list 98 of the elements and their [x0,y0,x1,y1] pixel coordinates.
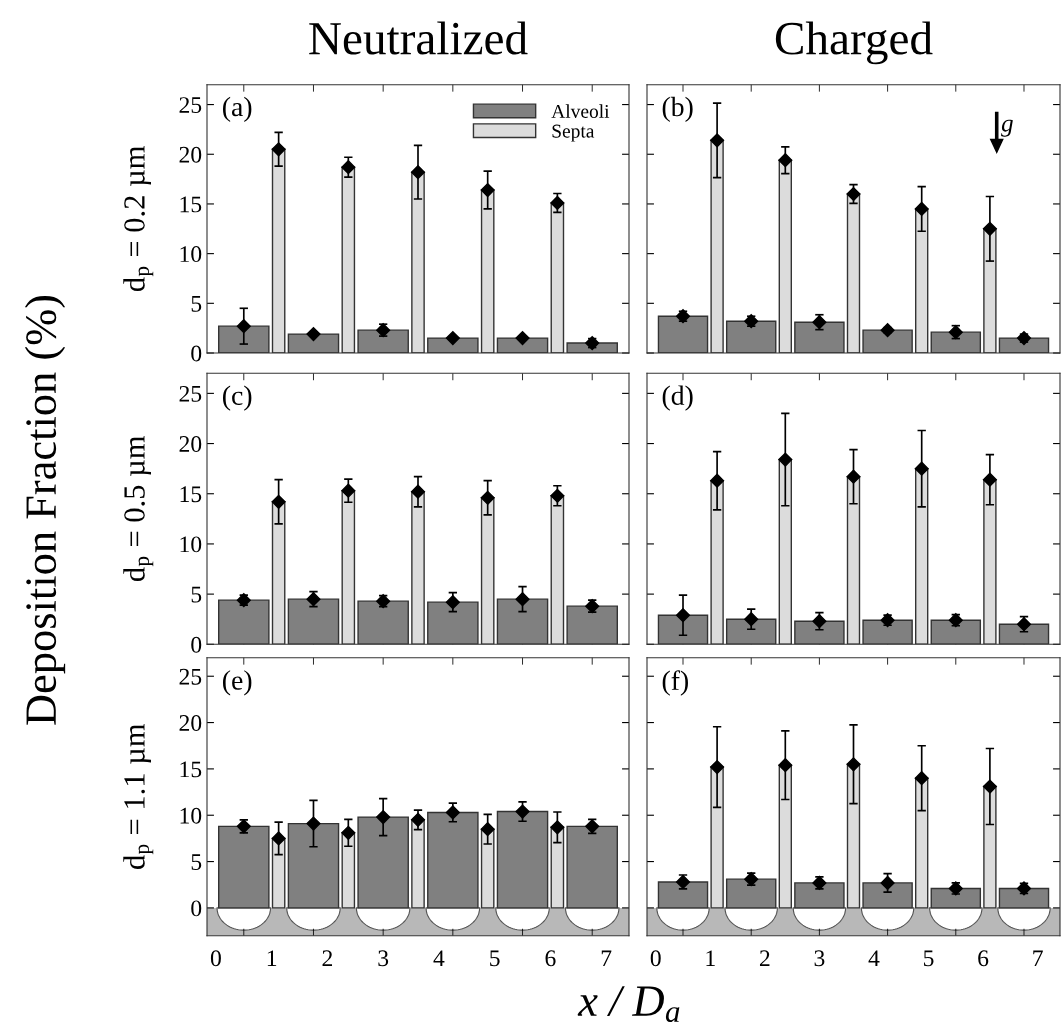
point [914,771,929,786]
x-tick-label: 2 [322,950,333,966]
text: Deposition Fraction (%) [24,295,66,725]
point [846,469,861,484]
bar [846,763,861,909]
point [982,472,997,487]
y-tick-label: 5 [191,854,202,870]
x-tick-label: 0 [650,950,661,967]
x-tick-label: 6 [978,950,989,967]
point [480,822,495,837]
x-tick-label: 4 [868,950,880,966]
annotation: g [1001,119,1013,137]
point [271,142,286,157]
point [236,319,251,334]
point [341,160,356,175]
y-axis-title: d$_{p}$ = 1.1 µm [123,723,154,869]
y-tick-label: 20 [179,436,202,452]
point [480,182,495,198]
point [550,820,565,835]
x-tick-label: 4 [433,950,445,966]
point [271,494,286,509]
point [410,812,426,827]
point [710,133,725,148]
bar [778,764,792,909]
point [480,490,495,505]
annotation: (b) [662,96,693,122]
y-tick-label: 5 [191,586,202,603]
legend-label: Septa [552,124,595,142]
point [778,153,793,168]
point [341,825,356,840]
x-tick-label: 6 [545,950,556,967]
point [982,779,997,794]
y-tick-label: 0 [191,345,202,362]
bar [550,826,565,909]
point [306,327,321,342]
point [271,831,286,846]
legend-label: Alveoli [551,104,610,118]
x-tick-label: 0 [210,950,221,967]
y-axis-title: d$_{p}$ = 0.2 µm [123,146,154,292]
point [778,452,793,467]
x-tick-label: 2 [759,950,770,966]
point [880,323,895,338]
y-tick-label: 10 [180,246,202,263]
x-tick-label: 1 [706,950,715,966]
y-tick-label: 10 [180,536,202,553]
point [982,221,997,236]
point [515,592,530,607]
bar [710,766,724,909]
bar [271,837,286,909]
point [778,758,793,773]
y-tick-label: 15 [180,196,202,213]
point [914,461,929,476]
point [744,612,759,627]
point [846,757,861,772]
text: x / D$_{a}$ [577,986,680,1023]
bar [983,785,997,909]
x-tick-label: 3 [378,950,389,967]
y-tick-label: 5 [191,296,202,312]
point [710,473,725,488]
y-tick-label: 15 [180,486,202,503]
annotation: (c) [222,385,252,411]
point [376,810,391,825]
point [410,165,426,180]
x-tick-label: 3 [814,950,825,967]
point [515,804,530,819]
point [445,595,460,610]
bar [915,777,929,909]
point [341,483,356,498]
point [710,759,725,775]
x-tick-label: 1 [267,950,277,966]
y-tick-label: 25 [179,385,202,402]
y-tick-label: 0 [191,636,202,653]
y-tick-label: 0 [191,900,202,917]
x-tick-label: 7 [601,950,612,966]
bar [480,828,495,909]
bar [411,819,425,909]
y-tick-label: 20 [179,715,202,731]
y-tick-label: 25 [179,97,202,113]
bar [341,832,356,909]
x-tick-label: 5 [490,950,500,967]
y-tick-label: 15 [180,761,202,778]
y-tick-label: 25 [179,668,202,685]
annotation: (d) [662,385,693,411]
point [675,608,691,623]
point [410,484,426,499]
point [306,816,321,831]
y-tick-label: 20 [179,146,202,163]
annotation: (f) [662,670,688,696]
x-tick-label: 7 [1033,950,1043,966]
point [550,488,565,503]
chart-title: Charged [775,21,933,65]
annotation: (e) [222,670,252,696]
point [914,201,929,216]
y-axis-title: d$_{p}$ = 0.5 µm [123,435,154,582]
chart-title: Neutralized [309,21,528,55]
x-tick-label: 5 [923,950,934,967]
annotation: (a) [222,96,252,122]
y-tick-label: 10 [180,807,202,824]
